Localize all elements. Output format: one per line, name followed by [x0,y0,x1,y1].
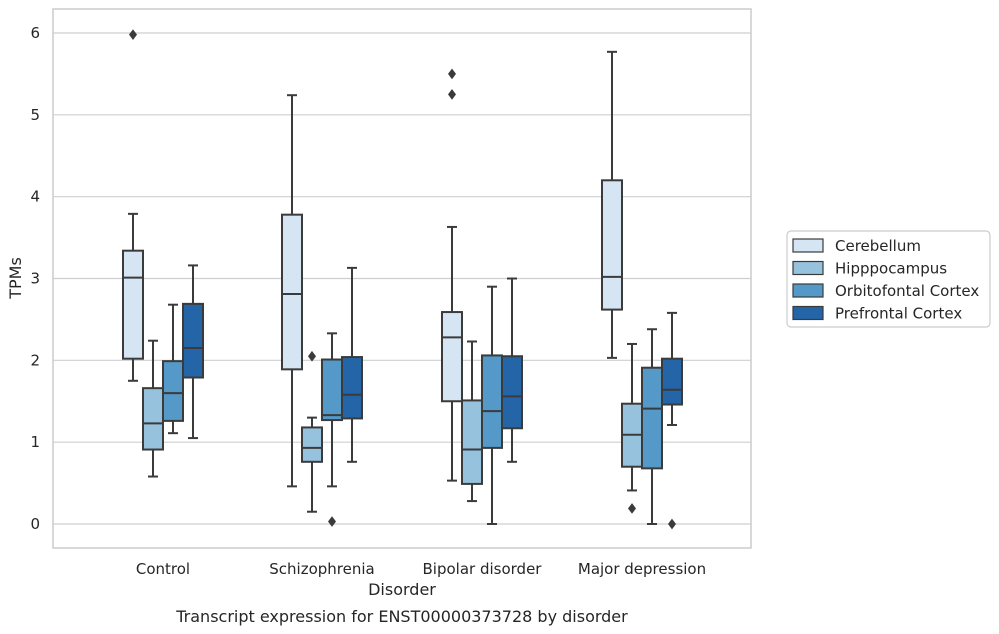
outlier-point [448,68,456,80]
x-axis-label: Disorder [368,580,436,599]
y-tick-label: 6 [30,24,40,42]
box-hipppocampus-0 [142,339,164,478]
y-tick-label: 5 [30,106,40,124]
box-prefrontal-cortex-3 [661,311,683,530]
box-iqr [281,213,303,371]
y-tick-label: 3 [30,270,40,288]
legend-label: Prefrontal Cortex [835,305,962,323]
box-iqr [122,249,144,360]
legend: Cerebellum Hipppocampus Orbitofontal Corte… [786,230,991,328]
box-prefrontal-cortex-2 [501,277,523,463]
chart-caption: Transcript expression for ENST0000037372… [175,607,628,626]
legend-label: Hipppocampus [835,260,947,278]
box-prefrontal-cortex-0 [182,264,204,440]
box-plots [122,29,683,530]
box-cerebellum-1 [281,94,303,488]
box-cerebellum-3 [601,50,623,359]
box-iqr [162,360,184,422]
box-iqr [182,302,204,379]
y-tick-label: 2 [30,351,40,369]
legend-swatch [792,305,824,321]
outlier-point [628,503,636,514]
legend-swatch [792,238,824,253]
box-hipppocampus-2 [461,340,483,503]
legend-label: Cerebellum [835,237,921,255]
x-tick-labels: Control Schizophrenia Bipolar disorder Majo… [136,560,706,578]
box-cerebellum-0 [122,29,144,382]
x-tick-label: Major depression [578,560,706,578]
box-iqr [461,399,483,485]
plot-frame [52,8,752,549]
plot-border [52,8,752,549]
legend-box [786,230,991,328]
box-iqr [481,354,503,449]
x-tick-label: Bipolar disorder [423,560,543,578]
y-tick-label: 1 [30,433,40,451]
x-tick-label: Control [136,560,190,578]
outlier-point [328,516,336,527]
box-orbitofontal-cortex-3 [641,328,663,525]
legend-swatch [792,283,824,298]
box-hipppocampus-1 [301,350,323,513]
legend-label: Orbitofontal Cortex [835,282,979,300]
box-prefrontal-cortex-1 [341,266,363,463]
box-iqr [301,426,323,463]
y-tick-labels: 0 1 2 3 4 5 6 [30,24,40,533]
box-orbitofontal-cortex-1 [321,332,343,527]
box-iqr [641,366,663,470]
outlier-point [129,29,137,40]
outlier-point [308,350,316,362]
box-hipppocampus-3 [621,342,643,514]
outlier-point [668,518,676,530]
y-axis-label: TPMs [6,257,25,300]
box-orbitofontal-cortex-2 [481,285,503,525]
box-iqr [441,311,463,403]
outlier-point [448,89,456,100]
legend-swatch [792,260,824,276]
box-iqr [341,356,363,420]
y-tick-label: 4 [30,188,40,206]
box-iqr [501,355,523,430]
box-iqr [321,358,343,422]
box-iqr [601,179,623,311]
box-iqr [661,357,683,406]
y-tick-label: 0 [30,515,40,533]
x-tick-label: Schizophrenia [269,560,374,578]
box-orbitofontal-cortex-0 [162,303,184,435]
box-iqr [142,387,164,451]
box-cerebellum-2 [441,68,463,482]
